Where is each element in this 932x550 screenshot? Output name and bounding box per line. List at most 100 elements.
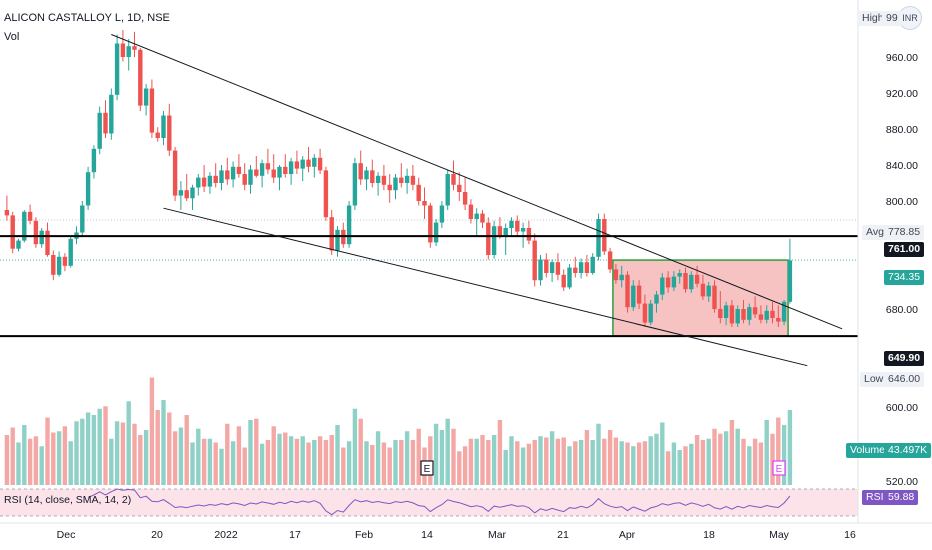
candle-body <box>242 174 247 185</box>
candle-body <box>567 267 572 288</box>
high-tag-label: High <box>858 11 888 26</box>
candle-body <box>271 169 276 178</box>
volume-bar <box>520 447 526 485</box>
candle-body <box>741 309 746 320</box>
candle-body <box>259 163 265 176</box>
candle-body <box>323 170 329 218</box>
volume-bar <box>689 443 694 485</box>
candle-body <box>712 285 717 309</box>
candle-body <box>56 256 62 275</box>
volume-bar <box>341 447 346 485</box>
candle-body <box>590 256 595 273</box>
volume-bar <box>462 446 468 485</box>
candle-body <box>677 273 682 277</box>
candle-body <box>439 205 445 223</box>
candle-body <box>781 301 787 322</box>
rsi-layer <box>0 488 858 517</box>
candle-body <box>172 150 178 196</box>
candle-body <box>294 161 300 169</box>
candle-body <box>335 229 340 251</box>
volume-bar <box>729 420 735 485</box>
candle-body <box>114 43 120 95</box>
volume-bar <box>660 422 665 485</box>
volume-bar <box>248 420 253 485</box>
candle-body <box>648 303 653 323</box>
volume-bar <box>346 441 352 485</box>
time-tick-label: Feb <box>355 529 373 541</box>
volume-bar <box>254 418 259 485</box>
volume-bar <box>439 430 445 485</box>
candle-body <box>735 309 740 324</box>
volume-bar <box>27 438 33 485</box>
price-tick-label: 840.00 <box>886 160 918 172</box>
volume-bar <box>155 410 160 485</box>
volume-bar <box>225 423 230 485</box>
volume-bar <box>607 430 613 485</box>
candle-body <box>364 170 369 180</box>
price-tick-label: 880.00 <box>886 124 918 136</box>
candle-body <box>283 166 288 174</box>
price-tick-label: 520.00 <box>886 476 918 488</box>
volume-bar <box>22 425 27 485</box>
volume-bar <box>265 440 271 485</box>
volume-bar <box>387 447 392 485</box>
volume-bar <box>538 436 543 485</box>
volume-bar <box>178 427 184 485</box>
candle-body <box>352 163 358 206</box>
candle-body <box>184 190 189 199</box>
candle-body <box>596 219 601 257</box>
candle-body <box>642 303 648 323</box>
volume-bar <box>149 377 155 485</box>
volume-bar <box>364 441 369 485</box>
volume-bar <box>526 443 532 485</box>
candle-body <box>584 262 590 273</box>
candle-body <box>51 255 56 275</box>
candle-body <box>306 159 311 167</box>
volume-bar <box>555 438 561 485</box>
candle-body <box>4 210 10 216</box>
candle-body <box>45 230 50 255</box>
candle-body <box>445 174 450 206</box>
candle-body <box>10 215 15 249</box>
volume-bar <box>114 421 120 485</box>
candle-body <box>312 157 317 167</box>
volume-bar <box>648 436 653 485</box>
candle-body <box>694 274 700 284</box>
volume-bar <box>201 438 207 485</box>
volume-bar <box>781 425 787 485</box>
volume-bar <box>445 418 450 485</box>
candle-body <box>300 159 305 169</box>
volume-bar <box>747 446 752 485</box>
volume-bar <box>230 441 236 485</box>
volume-bar <box>741 438 746 485</box>
volume-bar <box>393 440 398 485</box>
volume-bar <box>735 428 740 485</box>
volume-bar <box>474 438 479 485</box>
volume-tag-label: Volume <box>846 443 890 458</box>
candle-body <box>491 226 497 255</box>
volume-bar <box>399 440 404 485</box>
avg-tag-value: 778.85 <box>884 225 925 240</box>
candle-body <box>515 220 520 232</box>
candle-body <box>526 228 532 241</box>
volume-bar <box>561 437 566 485</box>
volume-bar <box>457 451 462 485</box>
candle-body <box>538 259 543 281</box>
volume-bar <box>271 426 276 485</box>
last-price-tag: 734.35 <box>884 270 925 285</box>
time-tick-label: Dec <box>57 529 76 541</box>
currency-icon[interactable]: INR <box>898 6 922 30</box>
volume-bar <box>480 435 485 485</box>
volume-bar <box>619 441 624 485</box>
volume-bar <box>433 423 439 485</box>
candle-body <box>497 226 503 236</box>
volume-bar <box>381 442 387 485</box>
volume-bar <box>10 427 15 485</box>
volume-bar <box>776 417 781 485</box>
volume-bar <box>190 442 195 485</box>
candle-body <box>404 175 410 183</box>
candle-body <box>277 166 282 178</box>
